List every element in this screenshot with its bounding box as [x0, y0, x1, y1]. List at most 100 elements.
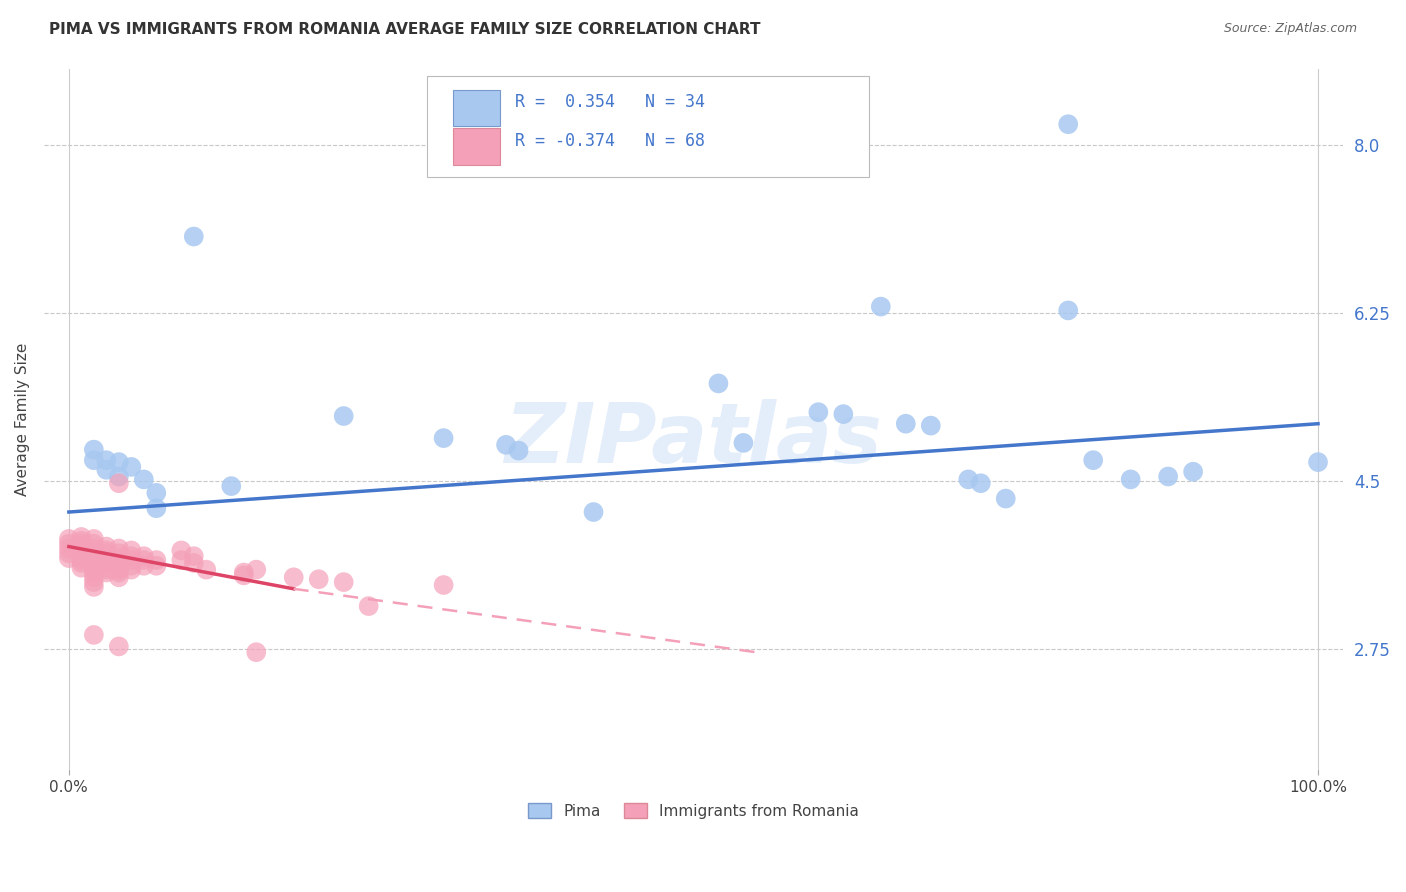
Point — [96, 546, 118, 560]
Point — [96, 553, 118, 567]
Point — [495, 438, 517, 452]
Point — [308, 572, 330, 586]
Point — [132, 553, 155, 567]
Point — [832, 407, 855, 421]
Point — [108, 551, 131, 566]
Point — [83, 532, 105, 546]
Point — [232, 566, 254, 580]
Point — [120, 459, 142, 474]
Point — [245, 645, 267, 659]
Point — [108, 469, 131, 483]
Point — [1306, 455, 1329, 469]
Point — [195, 563, 218, 577]
Point — [58, 546, 80, 560]
Point — [96, 543, 118, 558]
Point — [108, 563, 131, 577]
Point — [96, 566, 118, 580]
Point — [83, 566, 105, 580]
Point — [108, 546, 131, 560]
Point — [96, 556, 118, 570]
Point — [219, 479, 242, 493]
Point — [108, 476, 131, 491]
Point — [96, 453, 118, 467]
Point — [96, 540, 118, 554]
Point — [582, 505, 605, 519]
Y-axis label: Average Family Size: Average Family Size — [15, 343, 30, 496]
Point — [108, 560, 131, 574]
Point — [145, 553, 167, 567]
Point — [183, 229, 205, 244]
Point — [145, 558, 167, 573]
Point — [1157, 469, 1180, 483]
Point — [1057, 303, 1080, 318]
Point — [132, 549, 155, 564]
Point — [70, 553, 93, 567]
Point — [145, 501, 167, 516]
Point — [58, 537, 80, 551]
Text: R =  0.354   N = 34: R = 0.354 N = 34 — [516, 93, 706, 111]
Point — [170, 543, 193, 558]
Point — [96, 563, 118, 577]
Point — [70, 556, 93, 570]
Legend: Pima, Immigrants from Romania: Pima, Immigrants from Romania — [522, 797, 865, 825]
Point — [83, 442, 105, 457]
Point — [83, 556, 105, 570]
Text: Source: ZipAtlas.com: Source: ZipAtlas.com — [1223, 22, 1357, 36]
Point — [1057, 117, 1080, 131]
Point — [332, 409, 354, 423]
Point — [183, 549, 205, 564]
Point — [83, 537, 105, 551]
Text: R = -0.374   N = 68: R = -0.374 N = 68 — [516, 132, 706, 150]
Point — [332, 575, 354, 590]
Point — [957, 472, 980, 486]
Point — [108, 541, 131, 556]
Point — [108, 556, 131, 570]
Point — [70, 543, 93, 558]
Point — [920, 418, 942, 433]
Point — [132, 558, 155, 573]
Point — [96, 463, 118, 477]
Point — [433, 578, 456, 592]
Point — [120, 553, 142, 567]
Text: ZIPatlas: ZIPatlas — [505, 400, 883, 481]
Point — [508, 443, 530, 458]
Point — [869, 300, 891, 314]
Point — [83, 628, 105, 642]
Point — [96, 560, 118, 574]
Point — [245, 563, 267, 577]
Point — [70, 537, 93, 551]
Point — [807, 405, 830, 419]
Point — [1182, 465, 1205, 479]
Point — [70, 560, 93, 574]
Point — [108, 570, 131, 584]
Point — [108, 455, 131, 469]
Point — [83, 453, 105, 467]
Point — [70, 530, 93, 544]
Point — [1083, 453, 1105, 467]
Point — [707, 376, 730, 391]
FancyBboxPatch shape — [453, 89, 501, 126]
Point — [83, 560, 105, 574]
Point — [970, 476, 993, 491]
Point — [120, 563, 142, 577]
Point — [132, 472, 155, 486]
Point — [70, 549, 93, 564]
Point — [1119, 472, 1142, 486]
Point — [58, 532, 80, 546]
Point — [183, 556, 205, 570]
Point — [283, 570, 305, 584]
Point — [58, 541, 80, 556]
Point — [83, 570, 105, 584]
Point — [120, 549, 142, 564]
Point — [83, 551, 105, 566]
Point — [120, 543, 142, 558]
Point — [70, 540, 93, 554]
Point — [733, 436, 755, 450]
FancyBboxPatch shape — [453, 128, 501, 164]
Point — [83, 580, 105, 594]
Point — [433, 431, 456, 445]
Point — [232, 568, 254, 582]
Point — [70, 533, 93, 548]
Point — [108, 640, 131, 654]
Point — [83, 541, 105, 556]
